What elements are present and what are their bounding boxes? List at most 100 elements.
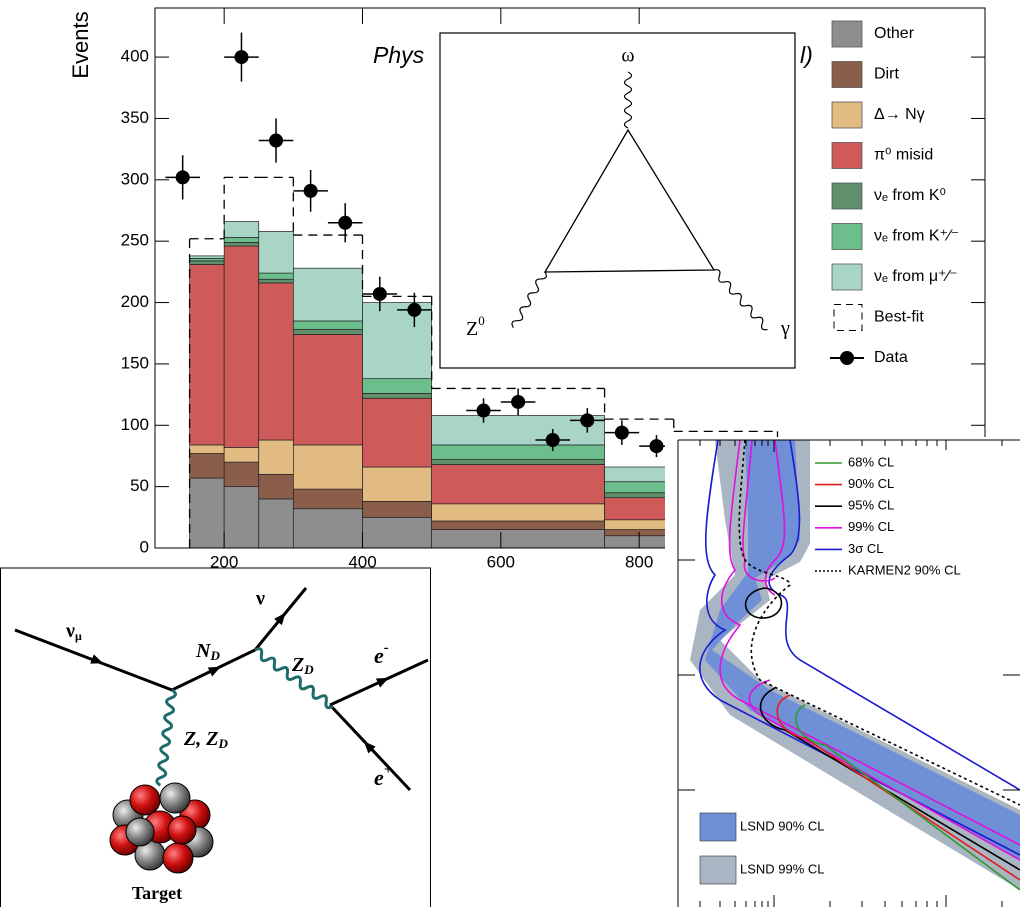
- label: ν: [255, 588, 265, 610]
- data-point: [373, 287, 387, 301]
- bar-segment: [363, 398, 432, 467]
- legend-label: Dirt: [874, 66, 899, 83]
- bar-segment: [363, 393, 432, 398]
- nucleon: [126, 818, 154, 846]
- legend-label: π⁰ misid: [874, 147, 933, 164]
- label: ω: [621, 45, 634, 67]
- y-tick-label: 150: [121, 353, 149, 372]
- legend-swatch: [834, 305, 862, 331]
- legend-swatch: [832, 62, 862, 88]
- legend-label: 90% CL: [848, 476, 894, 491]
- legend-label: νₑ from K⁺⁄⁻: [874, 228, 959, 245]
- legend-swatch: [700, 856, 736, 884]
- triangle-diagram: ω Z0 γ: [440, 33, 795, 368]
- bar-segment: [190, 261, 225, 265]
- label: γ: [780, 318, 790, 340]
- bar-segment: [293, 334, 362, 444]
- data-point: [615, 426, 629, 440]
- bar-segment: [432, 530, 605, 548]
- label-sup: 0: [478, 313, 485, 328]
- bar-segment: [259, 499, 294, 548]
- collage: Events Phys l) 0501001502002503003504002…: [0, 0, 1020, 907]
- legend-label: Δ→ Nγ: [874, 106, 925, 123]
- label-base: Z, Z: [183, 728, 218, 750]
- legend-swatch: [832, 102, 862, 128]
- bar-segment: [363, 517, 432, 548]
- bar-segment: [224, 222, 259, 238]
- y-tick-label: 0: [140, 537, 149, 556]
- legend: OtherDirtΔ→ Nγπ⁰ misidνₑ from K⁰νₑ from …: [830, 21, 959, 366]
- bar-segment: [293, 509, 362, 548]
- data-point: [649, 439, 663, 453]
- bar-segment: [363, 379, 432, 394]
- bar-segment: [432, 465, 605, 504]
- bar-segment: [259, 283, 294, 440]
- data-point: [477, 404, 491, 418]
- label-base: e: [374, 643, 384, 668]
- nucleon: [130, 785, 160, 815]
- y-tick-label: 350: [121, 108, 149, 127]
- legend-swatch: [700, 813, 736, 841]
- nucleon: [160, 783, 190, 813]
- legend-label: Best-fit: [874, 309, 924, 326]
- data-point: [269, 134, 283, 148]
- x-tick-label: 800: [625, 552, 653, 571]
- bar-segment: [259, 231, 294, 273]
- legend-swatch: [840, 351, 854, 365]
- bar-segment: [605, 482, 674, 493]
- data-point: [511, 395, 525, 409]
- label-base: Z: [291, 654, 304, 676]
- legend-swatch: [832, 264, 862, 290]
- bar-segment: [605, 493, 674, 498]
- data-point: [338, 216, 352, 230]
- y-tick-label: 400: [121, 47, 149, 66]
- bar-segment: [293, 321, 362, 330]
- nucleon: [168, 816, 196, 844]
- data-point: [176, 170, 190, 184]
- legend-label: 95% CL: [848, 498, 894, 513]
- bar-segment: [259, 279, 294, 283]
- bar-segment: [190, 256, 225, 258]
- legend-label: LSND 99% CL: [740, 861, 825, 876]
- bar-segment: [432, 504, 605, 521]
- bar-segment: [293, 330, 362, 335]
- page: Events Phys l) 0501001502002503003504002…: [0, 0, 1020, 907]
- legend-label: 99% CL: [848, 519, 894, 534]
- label: Target: [132, 883, 182, 903]
- y-tick-label: 50: [130, 476, 149, 495]
- bar-segment: [190, 265, 225, 445]
- label-sub: D: [217, 736, 228, 751]
- x-tick-label: 600: [487, 552, 515, 571]
- legend-label: Data: [874, 349, 908, 366]
- data-point: [546, 433, 560, 447]
- bar-segment: [363, 467, 432, 501]
- label-base: Z: [466, 318, 478, 340]
- bar-segment: [605, 520, 674, 530]
- bar-segment: [363, 501, 432, 517]
- legend-label: 3σ CL: [848, 541, 883, 556]
- label-sup: -: [384, 640, 389, 656]
- legend-label: 68% CL: [848, 454, 894, 469]
- bar-segment: [224, 462, 259, 487]
- bar-segment: [605, 467, 674, 482]
- legend-swatch: [832, 183, 862, 209]
- nucleon: [163, 843, 193, 873]
- bar-segment: [259, 273, 294, 279]
- y-tick-label: 200: [121, 292, 149, 311]
- bar-segment: [190, 445, 225, 454]
- label-sup: +: [384, 762, 393, 778]
- legend-label: KARMEN2 90% CL: [848, 562, 961, 577]
- bar-segment: [363, 303, 432, 379]
- data-point: [234, 50, 248, 64]
- legend-label: LSND 90% CL: [740, 818, 825, 833]
- data-point: [407, 303, 421, 317]
- bar-segment: [432, 521, 605, 530]
- bar-segment: [224, 447, 259, 462]
- bar-segment: [224, 246, 259, 447]
- bar-segment: [224, 242, 259, 246]
- bar-segment: [293, 268, 362, 321]
- legend-swatch: [832, 21, 862, 47]
- bar-segment: [259, 474, 294, 499]
- legend-swatch: [832, 143, 862, 169]
- bar-segment: [293, 445, 362, 489]
